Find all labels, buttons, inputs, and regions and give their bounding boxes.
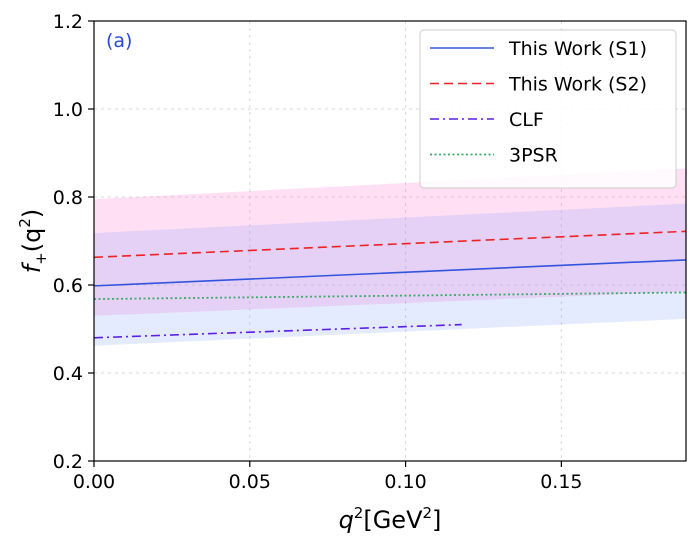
- legend-label: CLF: [509, 109, 544, 131]
- y-tick-label: 0.4: [53, 363, 83, 385]
- plot-frame: [93, 20, 687, 462]
- x-axis-title-sup: 2: [354, 504, 364, 522]
- y-tick-label: 0.6: [53, 275, 83, 297]
- y-tick-label: 1.0: [53, 99, 83, 121]
- uncertainty-band-2: [94, 203, 686, 346]
- y-tick-label: 0.8: [53, 187, 83, 209]
- x-tick-label: 0.05: [229, 471, 271, 493]
- series-lines: [93, 230, 687, 339]
- x-tick-label: 0.00: [73, 471, 115, 493]
- y-axis-title-open: (q: [18, 228, 46, 253]
- panel-label: (a): [106, 30, 132, 52]
- x-axis-title-close: ]: [432, 506, 441, 534]
- series-line-this-work-s1: [93, 259, 687, 287]
- axis-ticks: 0.00 0.05 0.10 0.15 0.2 0.4 0.6 0.8 1.0 1.2: [53, 11, 583, 493]
- x-tick-label: 0.15: [540, 471, 582, 493]
- y-axis-title: f+(q2): [16, 209, 50, 274]
- legend: This Work (S1) This Work (S2) CLF 3PSR: [419, 29, 677, 189]
- y-tick-label: 1.2: [53, 11, 83, 33]
- y-axis-title-sup: 2: [16, 218, 34, 228]
- x-axis-title-unit: [GeV: [363, 506, 423, 534]
- uncertainty-bands: [94, 168, 686, 346]
- legend-label: 3PSR: [509, 145, 558, 167]
- legend-items: This Work (S1) This Work (S2) CLF 3PSR: [430, 38, 647, 167]
- series-line-this-work-s2: [93, 230, 687, 259]
- series-line-clf: [93, 323, 462, 339]
- y-tick-label: 0.2: [53, 451, 83, 473]
- x-axis-title: q2[GeV2]: [339, 504, 442, 534]
- x-axis-title-unit-sup: 2: [423, 504, 433, 522]
- legend-label: This Work (S1): [508, 38, 647, 60]
- x-tick-label: 0.10: [384, 471, 426, 493]
- y-axis-title-close: ): [18, 209, 46, 218]
- y-axis-title-sub: +: [32, 252, 50, 265]
- x-axis-title-var: q: [339, 506, 354, 534]
- legend-label: This Work (S2): [508, 74, 647, 96]
- legend-box: [419, 29, 677, 189]
